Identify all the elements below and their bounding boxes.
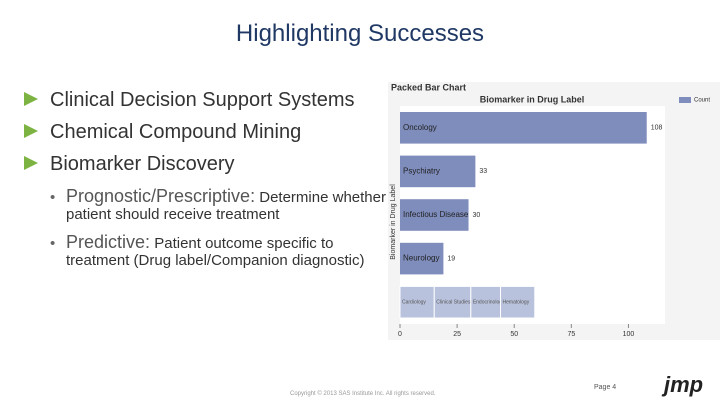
packed-label: Hematology — [503, 300, 530, 306]
bullet: Chemical Compound Mining — [24, 121, 301, 144]
x-tick-label: 0 — [398, 331, 402, 338]
sub-bullet-text: Patient outcome specific to treatment (D… — [66, 235, 365, 269]
sub-bullet: Predictive: Patient outcome specific to … — [50, 232, 396, 269]
y-axis-label: Biomarker in Drug Label — [390, 184, 397, 260]
value-label: 19 — [447, 255, 455, 262]
value-label: 30 — [473, 212, 481, 219]
sub-bullet-text: Determine whether patient should receive… — [66, 189, 386, 223]
sub-bullet-term: Predictive: — [66, 232, 151, 252]
sub-bullet-term: Prognostic/Prescriptive: — [66, 186, 256, 206]
legend-label: Count — [694, 98, 710, 104]
packed-label: Clinical Studies — [436, 300, 471, 306]
slide-title: Highlighting Successes — [235, 20, 485, 47]
bullet: Biomarker Discovery — [24, 153, 234, 176]
x-tick-label: 25 — [453, 331, 461, 338]
sub-bullet: Prognostic/Prescriptive: Determine wheth… — [50, 186, 396, 223]
x-tick-label: 100 — [623, 331, 635, 338]
value-label: 33 — [479, 168, 487, 175]
bullet: Clinical Decision Support Systems — [24, 89, 355, 112]
footer: Copyright © 2013 SAS Institute Inc. All … — [290, 391, 436, 397]
packed-bar — [500, 285, 536, 319]
category-label: Infectious Disease — [403, 210, 469, 219]
logo: jmp — [664, 372, 704, 397]
chart-title: Packed Bar Chart — [391, 82, 466, 92]
value-label: 108 — [651, 125, 663, 132]
packed-label: Endocrinology — [473, 300, 505, 306]
bar — [400, 199, 469, 231]
chart-subtitle: Biomarker in Drug Label — [480, 94, 585, 104]
bar — [400, 155, 476, 188]
bar — [400, 242, 444, 275]
packed-label: Cardiology — [402, 300, 426, 306]
legend-swatch — [679, 97, 691, 103]
x-tick-label: 75 — [567, 331, 575, 338]
category-label: Oncology — [403, 123, 437, 132]
bar — [400, 112, 647, 144]
category-label: Psychiatry — [403, 167, 440, 176]
page-number: Page 4 — [594, 384, 617, 391]
chart: Packed Bar Chart Biomarker in Drug Label… — [388, 82, 720, 340]
category-label: Neurology — [403, 254, 439, 263]
packed-bar — [433, 285, 472, 319]
x-tick-label: 50 — [510, 331, 518, 338]
